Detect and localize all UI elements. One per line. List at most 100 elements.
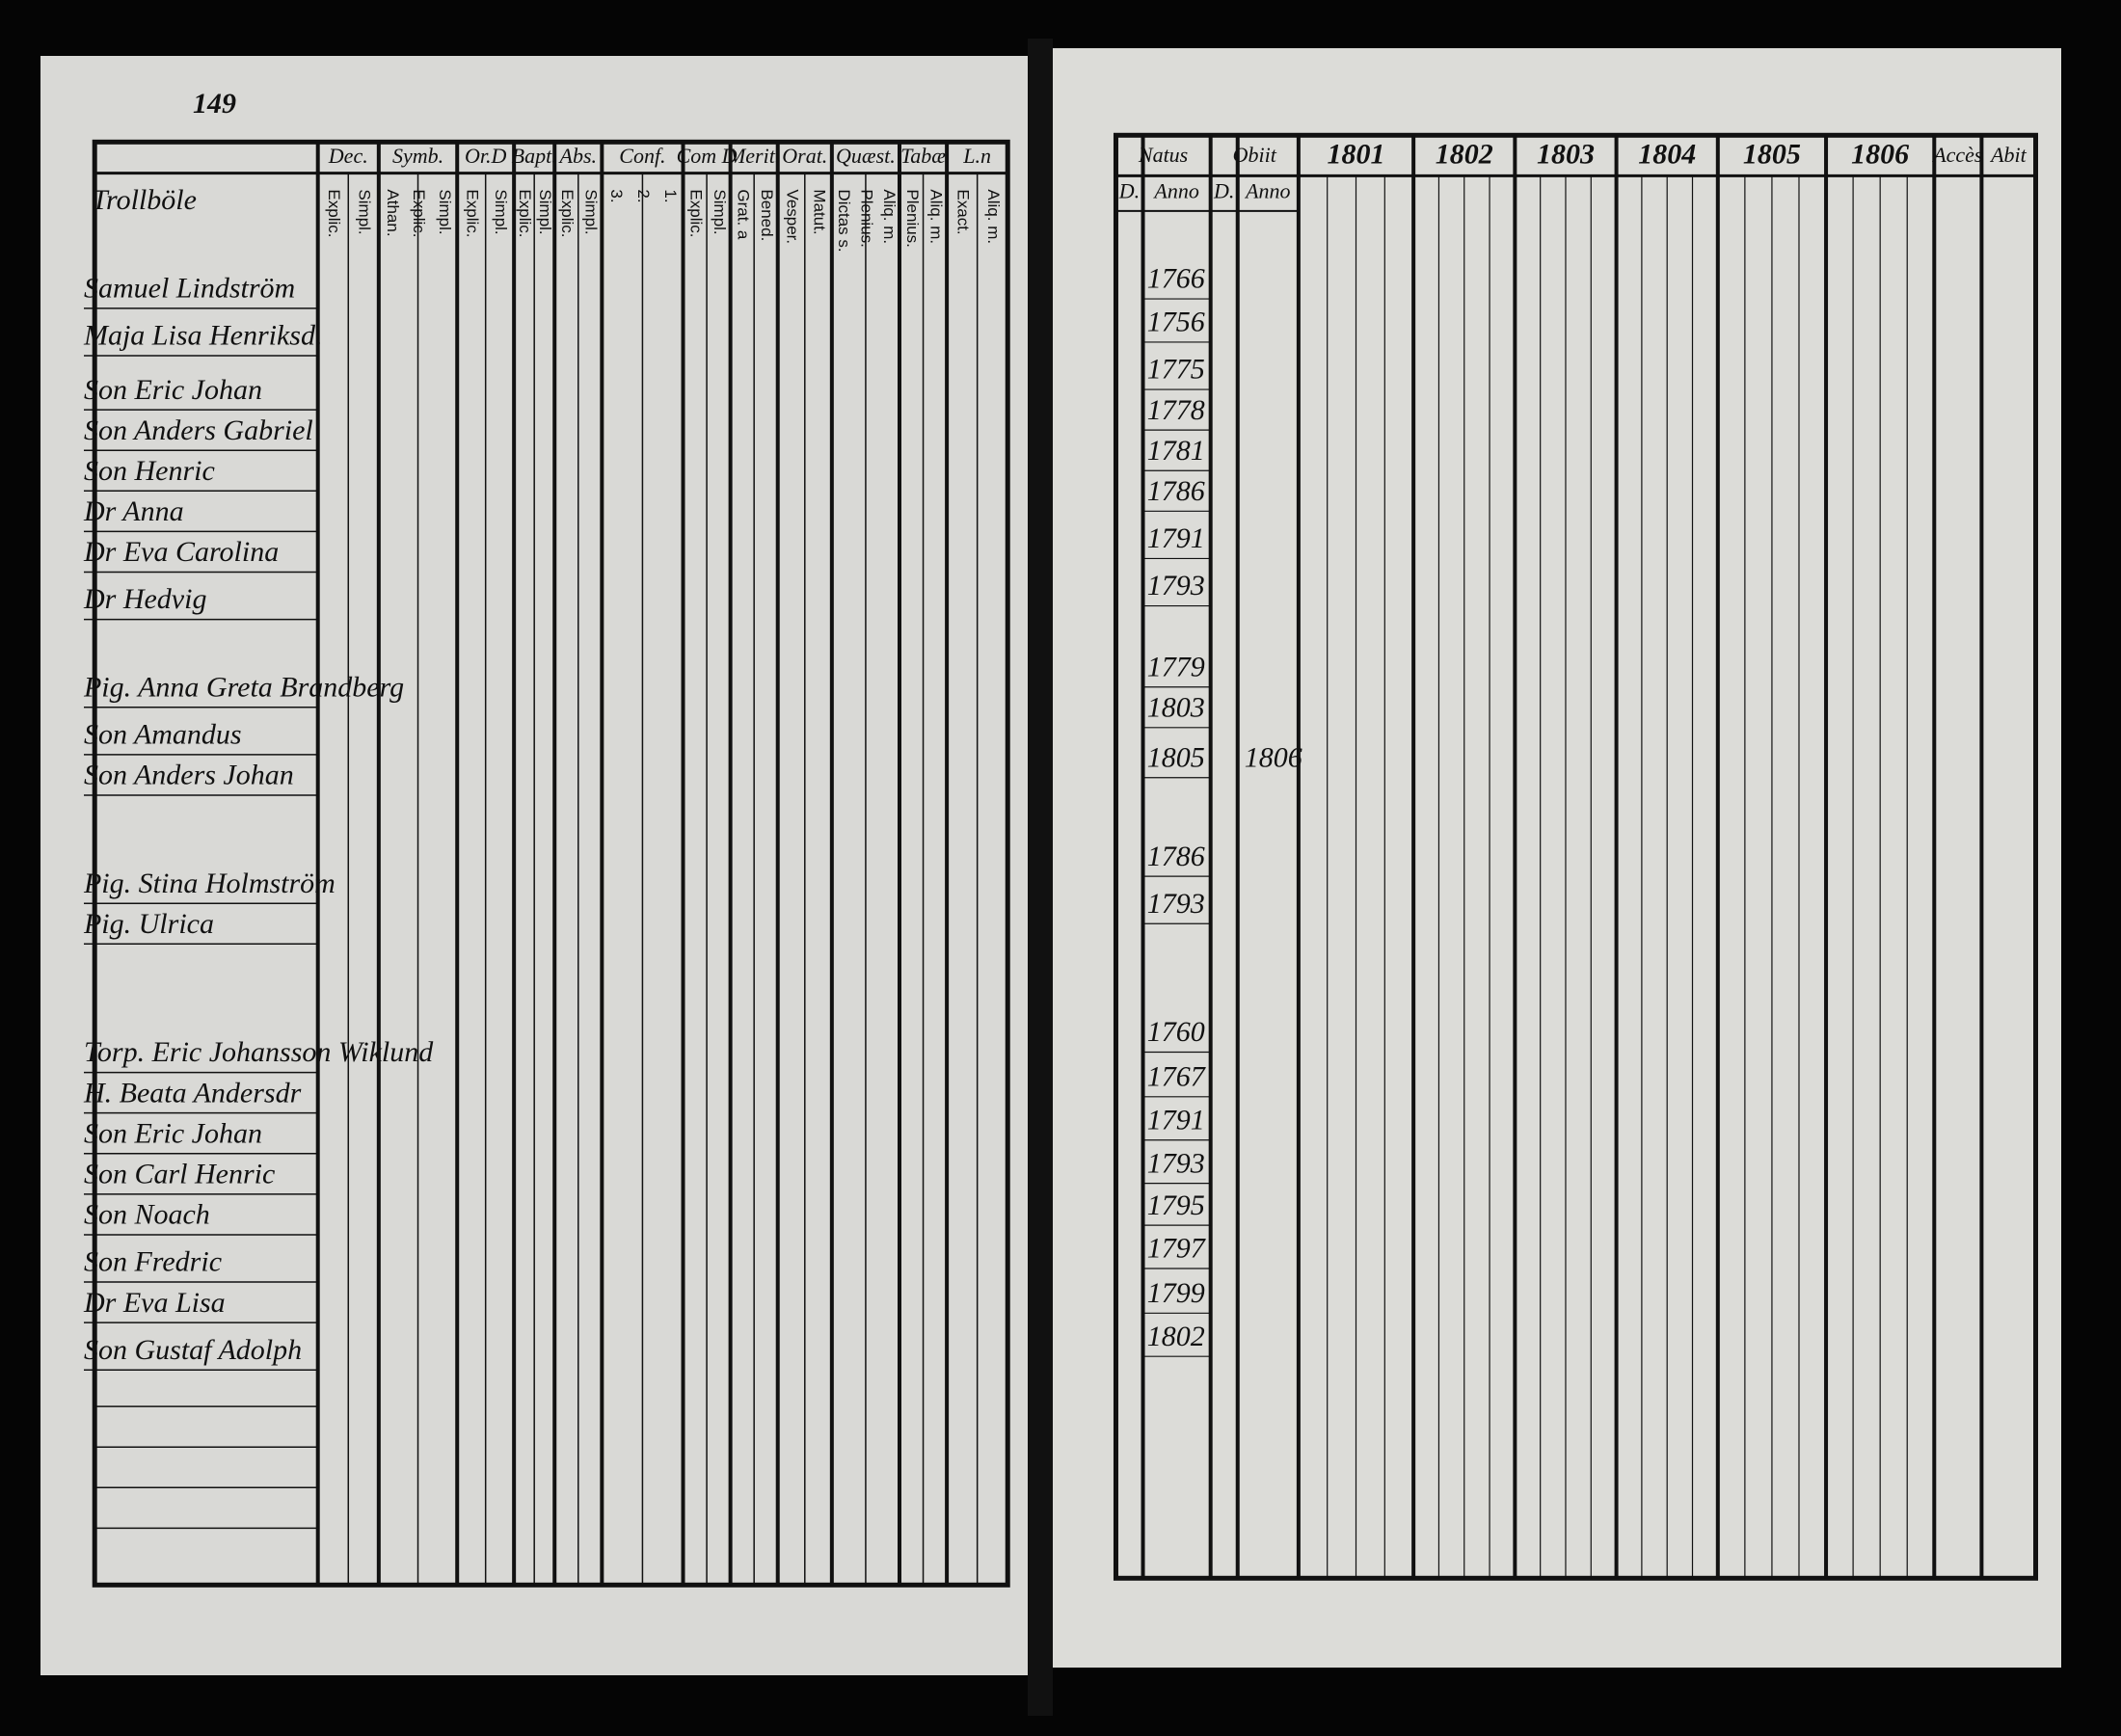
ruling bbox=[83, 132, 2039, 1588]
column-subheader: Explic. bbox=[686, 189, 705, 237]
column-subheader: 3. bbox=[607, 189, 626, 202]
column-subheader: Plenius. bbox=[903, 189, 922, 247]
column-header: Dec. bbox=[328, 144, 368, 168]
column-header: L.n bbox=[962, 144, 991, 168]
person-name: Samuel Lindström bbox=[84, 273, 295, 305]
birth-year: 1805 bbox=[1147, 741, 1205, 773]
person-name: Son Eric Johan bbox=[84, 374, 262, 406]
birth-year: 1756 bbox=[1147, 307, 1205, 338]
column-subheader: Anno bbox=[1244, 179, 1290, 203]
column-subheader: Anno bbox=[1152, 179, 1198, 203]
column-header: Natus bbox=[1138, 143, 1188, 167]
person-name: Son Eric Johan bbox=[84, 1117, 262, 1149]
column-subheader: Athan. bbox=[384, 189, 402, 236]
person-name: Son Fredric bbox=[84, 1246, 222, 1278]
column-header: Abit bbox=[1989, 143, 2027, 167]
birth-year: 1803 bbox=[1147, 691, 1205, 723]
column-subheader: Explic. bbox=[463, 189, 481, 237]
person-name: Dr Hedvig bbox=[83, 583, 206, 615]
birth-year: 1766 bbox=[1147, 263, 1205, 295]
column-subheader: Aliq. m. bbox=[984, 189, 1003, 244]
person-name: Dr Eva Lisa bbox=[83, 1287, 226, 1319]
column-header: 1805 bbox=[1743, 139, 1801, 171]
person-name: Pig. Anna Greta Brandberg bbox=[83, 671, 404, 703]
person-name: Pig. Stina Holmström bbox=[83, 868, 336, 899]
birth-year: 1791 bbox=[1147, 1104, 1205, 1135]
column-subheader: Explic. bbox=[410, 189, 428, 237]
column-header: 1803 bbox=[1537, 139, 1595, 171]
page-number: 149 bbox=[193, 88, 236, 120]
column-header: Merit. bbox=[727, 144, 780, 168]
column-subheader: Aliq. m. bbox=[880, 189, 899, 244]
column-subheader: D. bbox=[1213, 179, 1234, 203]
column-subheader: Simpl. bbox=[356, 189, 374, 234]
column-header: Abs. bbox=[558, 144, 598, 168]
column-subheader: Vesper. bbox=[783, 189, 801, 244]
person-name: Son Anders Johan bbox=[84, 760, 294, 791]
person-name: Torp. Eric Johansson Wiklund bbox=[84, 1036, 434, 1068]
column-subheader: Explic. bbox=[325, 189, 343, 237]
column-subheader: Explic. bbox=[516, 189, 534, 237]
column-subheader: Bened. bbox=[758, 189, 776, 241]
column-header: 1806 bbox=[1851, 139, 1909, 171]
person-name: Son Gustaf Adolph bbox=[84, 1334, 302, 1366]
column-subheader: 1. bbox=[661, 189, 680, 202]
birth-year: 1797 bbox=[1147, 1233, 1207, 1265]
column-subheader: Grat. a bbox=[734, 189, 752, 240]
person-name: Maja Lisa Henriksd. bbox=[83, 320, 323, 352]
person-name: H. Beata Andersdr bbox=[83, 1077, 302, 1108]
right-page bbox=[1049, 48, 2061, 1668]
birth-year: 1791 bbox=[1147, 522, 1205, 554]
column-subheader: Simpl. bbox=[492, 189, 510, 234]
column-subheader: Simpl. bbox=[436, 189, 454, 234]
column-header: Tabæ bbox=[900, 144, 946, 168]
column-subheader: Explic. bbox=[558, 189, 577, 237]
column-header: 1802 bbox=[1436, 139, 1493, 171]
column-subheader: Simpl. bbox=[536, 189, 554, 234]
column-subheader: D. bbox=[1118, 179, 1140, 203]
column-header: 1804 bbox=[1638, 139, 1696, 171]
column-subheader: Simpl. bbox=[711, 189, 729, 234]
column-subheader: Exact. bbox=[953, 189, 972, 234]
gutter bbox=[1028, 39, 1053, 1716]
column-header: Symb. bbox=[392, 144, 443, 168]
birth-year: 1767 bbox=[1147, 1060, 1207, 1092]
birth-year: 1775 bbox=[1147, 354, 1205, 386]
column-header: Conf. bbox=[619, 144, 665, 168]
column-header: 1801 bbox=[1328, 139, 1385, 171]
column-header: Obiit bbox=[1233, 143, 1277, 167]
column-header: Quæst. bbox=[836, 144, 896, 168]
person-name: Dr Eva Carolina bbox=[83, 536, 279, 568]
person-name: Son Henric bbox=[84, 455, 215, 487]
column-subheader: Matut. bbox=[810, 189, 828, 234]
column-subheader: Plenius. bbox=[857, 189, 875, 247]
person-name: Pig. Ulrica bbox=[83, 908, 214, 940]
birth-year: 1786 bbox=[1147, 841, 1205, 872]
place-name: Trollböle bbox=[92, 184, 197, 216]
birth-year: 1786 bbox=[1147, 475, 1205, 507]
person-name: Dr Anna bbox=[83, 495, 184, 527]
column-header: Orat. bbox=[782, 144, 827, 168]
column-subheader: Simpl. bbox=[582, 189, 601, 234]
column-header: Com D bbox=[677, 144, 738, 168]
birth-year: 1793 bbox=[1147, 1147, 1205, 1179]
person-name: Son Carl Henric bbox=[84, 1159, 275, 1190]
birth-year: 1779 bbox=[1147, 651, 1205, 682]
person-name: Son Noach bbox=[84, 1199, 210, 1231]
column-header: Bapt. bbox=[512, 144, 557, 168]
birth-year: 1802 bbox=[1147, 1321, 1205, 1352]
birth-year: 1795 bbox=[1147, 1189, 1205, 1221]
birth-year: 1778 bbox=[1147, 394, 1205, 426]
birth-year: 1793 bbox=[1147, 888, 1205, 920]
column-subheader: Dictas s. bbox=[835, 189, 853, 252]
birth-year: 1799 bbox=[1147, 1277, 1205, 1309]
birth-year: 1793 bbox=[1147, 570, 1205, 601]
column-header: Accès bbox=[1931, 143, 1982, 167]
birth-year: 1760 bbox=[1147, 1016, 1205, 1048]
person-name: Son Anders Gabriel bbox=[84, 414, 313, 446]
column-header: Or.D bbox=[465, 144, 507, 168]
column-subheader: 2. bbox=[634, 189, 653, 202]
person-name: Son Amandus bbox=[84, 719, 242, 751]
